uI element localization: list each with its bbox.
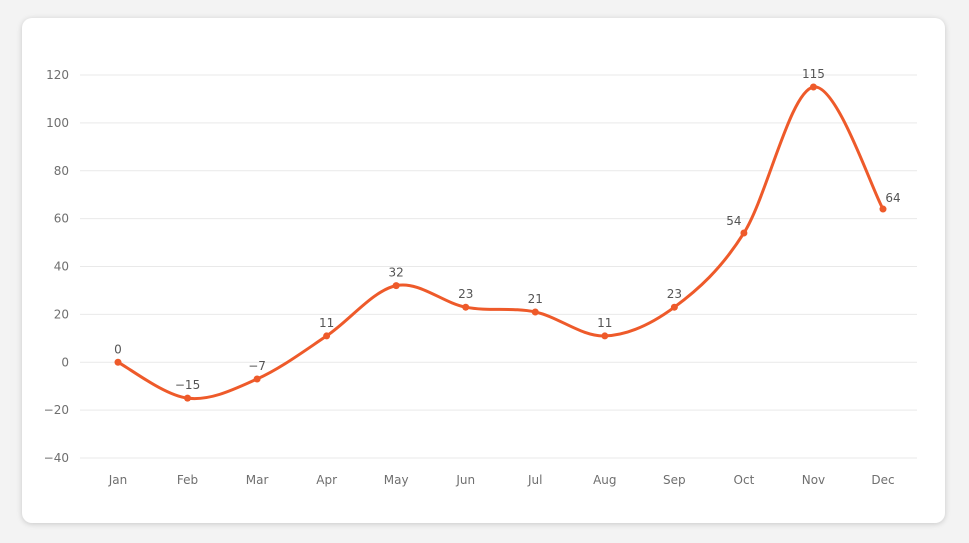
series-layer [114,83,887,402]
y-tick-label: −40 [44,451,69,465]
data-point[interactable] [809,83,817,91]
data-label: 23 [458,287,473,301]
y-axis-ticks: −40 −20 0 20 40 60 80 100 120 [44,68,69,465]
data-point[interactable] [740,229,748,237]
y-tick-label: 20 [54,307,69,321]
x-tick-label: Feb [177,473,198,487]
x-tick-label: Oct [734,473,755,487]
x-axis-ticks: Jan Feb Mar Apr May Jun Jul Aug Sep Oct Nov Dec [108,473,895,487]
y-tick-label: 120 [46,68,69,82]
data-point[interactable] [601,332,609,340]
data-label: 32 [389,266,404,280]
data-label: −7 [248,359,266,373]
chart-card: −40 −20 0 20 40 60 80 100 120 Jan Feb Mar Apr May Jun… [22,18,945,523]
x-tick-label: Aug [593,473,616,487]
grid-layer [80,74,917,459]
line-chart: −40 −20 0 20 40 60 80 100 120 Jan Feb Mar Apr May Jun… [44,67,917,487]
data-label: 11 [319,316,334,330]
data-label: 54 [726,214,741,228]
data-point[interactable] [879,205,887,213]
data-point[interactable] [184,394,192,402]
data-point[interactable] [462,303,470,311]
y-tick-label: −20 [44,403,69,417]
y-tick-label: 0 [61,355,69,369]
data-point[interactable] [531,308,539,316]
data-label: 115 [802,67,825,81]
y-tick-label: 60 [54,212,69,226]
data-label: 64 [885,191,900,205]
x-tick-label: Mar [246,473,269,487]
data-point[interactable] [323,332,331,340]
data-point[interactable] [253,375,261,383]
data-point[interactable] [114,358,122,366]
x-tick-label: Nov [802,473,825,487]
y-tick-label: 40 [54,260,69,274]
x-tick-label: Jul [527,473,542,487]
x-tick-label: Dec [871,473,894,487]
x-tick-label: Jan [108,473,128,487]
x-tick-label: Jun [455,473,475,487]
series-line [116,85,885,401]
data-point[interactable] [670,303,678,311]
data-label: −15 [175,378,200,392]
x-tick-label: Apr [316,473,337,487]
x-tick-label: May [384,473,409,487]
data-point[interactable] [392,282,400,290]
data-label: 0 [114,342,122,356]
data-label: 23 [667,287,682,301]
y-tick-label: 80 [54,164,69,178]
y-tick-label: 100 [46,116,69,130]
x-tick-label: Sep [663,473,686,487]
data-label: 21 [528,292,543,306]
data-label: 11 [597,316,612,330]
data-labels: 0 −15 −7 11 32 23 21 11 23 54 115 64 [114,67,900,392]
